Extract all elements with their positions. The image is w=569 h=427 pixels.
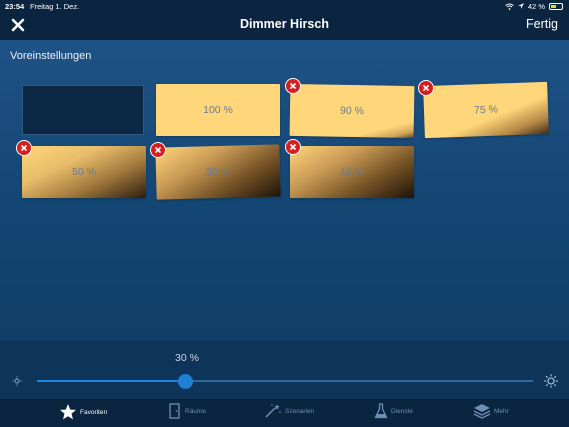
tab-bar: Favoriten Räume Szenarien Dienste Mehr <box>0 399 569 427</box>
status-bar: 23:54 Freitag 1. Dez. 42 % <box>0 0 569 13</box>
preset-label: 100 % <box>203 104 233 116</box>
brightness-slider-area: 30 % <box>0 341 569 399</box>
preset-label: 75 % <box>473 103 499 117</box>
close-icon <box>154 146 162 154</box>
status-date: Freitag 1. Dez. <box>30 2 80 11</box>
delete-preset-75-button[interactable] <box>418 80 434 96</box>
tab-label: Räume <box>185 407 206 415</box>
delete-preset-50-button[interactable] <box>16 140 32 156</box>
nav-bar: Dimmer Hirsch Fertig <box>0 13 569 40</box>
tab-raeume[interactable]: Räume <box>168 403 206 419</box>
close-icon[interactable] <box>9 16 27 34</box>
preset-label: 10 % <box>340 166 364 178</box>
location-icon <box>517 3 524 9</box>
tab-label: Mehr <box>494 407 509 415</box>
preset-tile-empty[interactable] <box>22 85 144 135</box>
brightness-low-icon <box>12 376 22 386</box>
layers-icon <box>473 404 491 419</box>
page-title: Dimmer Hirsch <box>240 17 329 31</box>
close-icon <box>289 82 297 90</box>
signal-icon <box>505 3 514 10</box>
tab-label: Dienste <box>391 407 414 415</box>
presets-panel: Voreinstellungen 100 % 90 % 75 % 50 % 30… <box>0 40 569 341</box>
preset-tile-75[interactable]: 75 % <box>423 81 549 139</box>
flask-icon <box>374 403 388 419</box>
delete-preset-10-button[interactable] <box>285 139 301 155</box>
status-indicators: 42 % <box>505 2 563 11</box>
magic-wand-icon <box>265 404 281 418</box>
preset-label: 30 % <box>205 165 231 179</box>
star-icon <box>60 404 76 420</box>
close-icon <box>422 84 430 92</box>
status-time: 23:54 <box>5 2 25 11</box>
door-icon <box>169 403 180 419</box>
preset-tile-90[interactable]: 90 % <box>289 83 415 139</box>
slider-track[interactable] <box>37 380 533 382</box>
tab-szenarien[interactable]: Szenarien <box>264 403 314 419</box>
preset-label: 50 % <box>72 166 96 178</box>
preset-tile-100[interactable]: 100 % <box>156 84 280 136</box>
preset-tile-50[interactable]: 50 % <box>22 146 146 198</box>
preset-label: 90 % <box>339 104 365 118</box>
close-icon <box>289 143 297 151</box>
tab-label: Szenarien <box>285 407 315 415</box>
delete-preset-30-button[interactable] <box>150 142 166 158</box>
slider-thumb[interactable] <box>178 374 194 389</box>
battery-icon <box>549 3 563 10</box>
close-icon <box>20 144 28 152</box>
section-title: Voreinstellungen <box>10 50 92 62</box>
tab-mehr[interactable]: Mehr <box>473 403 509 419</box>
preset-tile-10[interactable]: 10 % <box>290 146 414 198</box>
tab-favoriten[interactable]: Favoriten <box>59 403 107 421</box>
tab-dienste[interactable]: Dienste <box>374 403 413 419</box>
slider-track-fill <box>37 380 186 382</box>
delete-preset-90-button[interactable] <box>285 78 301 94</box>
battery-percent: 42 % <box>527 2 545 11</box>
brightness-value: 30 % <box>175 352 199 364</box>
brightness-high-icon <box>544 374 558 388</box>
preset-tile-30[interactable]: 30 % <box>155 144 281 200</box>
done-button[interactable]: Fertig <box>526 17 558 31</box>
tab-label: Favoriten <box>80 408 108 416</box>
